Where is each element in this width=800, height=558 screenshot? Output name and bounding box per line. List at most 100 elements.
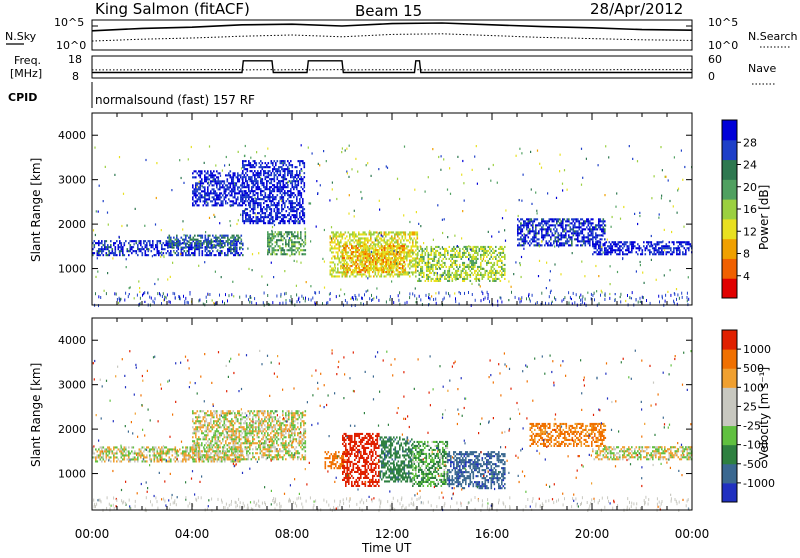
power-echo-cell	[265, 170, 267, 172]
power-echo-cell	[205, 250, 207, 252]
power-echo-cell	[348, 247, 350, 249]
power-echo-cell	[431, 280, 433, 282]
power-echo-cell	[519, 228, 521, 230]
power-echo-cell	[295, 206, 297, 208]
power-echo-cell	[384, 275, 386, 277]
power-echo-cell	[652, 253, 654, 255]
power-echo-cell	[437, 262, 439, 264]
power-echo-cell	[452, 278, 454, 280]
power-echo-cell	[289, 200, 291, 202]
power-echo-cell	[553, 220, 555, 222]
power-echo-cell	[409, 253, 411, 255]
power-echo-cell	[411, 251, 413, 253]
power-echo-cell	[230, 194, 232, 196]
power-echo-cell	[628, 245, 630, 247]
power-ground-scatter	[345, 299, 346, 302]
power-echo-cell	[468, 266, 470, 268]
power-echo-cell	[476, 252, 478, 254]
power-echo-cell	[216, 182, 218, 184]
power-echo-speck	[292, 176, 293, 178]
power-echo-cell	[426, 270, 428, 272]
power-echo-cell	[293, 241, 295, 243]
power-echo-cell	[398, 271, 400, 273]
power-echo-cell	[227, 237, 229, 239]
power-ground-scatter	[420, 298, 421, 301]
power-echo-cell	[467, 272, 469, 274]
power-echo-cell	[537, 242, 539, 244]
power-echo-cell	[196, 239, 198, 241]
power-echo-cell	[616, 243, 618, 245]
power-echo-cell	[597, 224, 599, 226]
power-echo-cell	[411, 245, 413, 247]
power-echo-cell	[260, 204, 262, 206]
power-echo-cell	[231, 188, 233, 190]
power-echo-cell	[558, 240, 560, 242]
power-echo-speck	[504, 229, 505, 231]
power-echo-cell	[293, 243, 295, 245]
power-echo-cell	[654, 253, 656, 255]
power-echo-cell	[483, 246, 485, 248]
power-echo-cell	[107, 244, 109, 246]
power-echo-cell	[280, 190, 282, 192]
power-echo-speck	[301, 144, 302, 146]
power-ground-scatter	[369, 297, 370, 300]
power-echo-cell	[408, 239, 410, 241]
power-echo-cell	[577, 218, 579, 220]
power-echo-speck	[103, 200, 104, 202]
power-echo-cell	[262, 180, 264, 182]
power-echo-cell	[390, 261, 392, 263]
power-ground-scatter	[677, 293, 678, 296]
power-echo-cell	[218, 254, 220, 256]
power-echo-cell	[233, 244, 235, 246]
power-echo-cell	[408, 233, 410, 235]
power-echo-cell	[233, 180, 235, 182]
power-echo-cell	[294, 245, 296, 247]
power-echo-cell	[405, 271, 407, 273]
power-echo-cell	[428, 254, 430, 256]
power-echo-cell	[215, 202, 217, 204]
power-echo-cell	[170, 246, 172, 248]
power-ground-scatter	[185, 297, 186, 300]
power-echo-speck	[546, 287, 547, 289]
power-echo-speck	[323, 150, 324, 152]
power-ground-scatter	[198, 299, 199, 302]
power-echo-cell	[369, 273, 371, 275]
power-echo-cell	[600, 251, 602, 253]
power-echo-cell	[245, 200, 247, 202]
power-echo-cell	[281, 166, 283, 168]
power-echo-speck	[213, 244, 214, 246]
power-echo-cell	[537, 224, 539, 226]
power-echo-cell	[248, 176, 250, 178]
power-echo-cell	[657, 251, 659, 253]
power-echo-cell	[483, 248, 485, 250]
power-echo-cell	[375, 231, 377, 233]
power-echo-cell	[387, 273, 389, 275]
power-echo-cell	[234, 190, 236, 192]
power-echo-cell	[280, 174, 282, 176]
power-echo-cell	[260, 206, 262, 208]
power-echo-cell	[248, 184, 250, 186]
power-echo-cell	[190, 237, 192, 239]
power-echo-cell	[464, 280, 466, 282]
power-echo-cell	[220, 239, 222, 241]
power-echo-cell	[561, 244, 563, 246]
power-echo-cell	[355, 255, 357, 257]
power-echo-cell	[263, 186, 265, 188]
power-echo-cell	[283, 170, 285, 172]
power-echo-cell	[331, 275, 333, 277]
power-echo-speck	[324, 229, 325, 231]
power-echo-cell	[396, 273, 398, 275]
power-echo-cell	[272, 198, 274, 200]
power-echo-cell	[601, 228, 603, 230]
power-echo-cell	[350, 265, 352, 267]
power-ground-scatter	[327, 301, 328, 304]
power-echo-cell	[597, 241, 599, 243]
power-echo-cell	[118, 248, 120, 250]
power-echo-cell	[661, 245, 663, 247]
power-echo-cell	[260, 182, 262, 184]
power-echo-cell	[142, 254, 144, 256]
power-echo-cell	[526, 226, 528, 228]
power-echo-speck	[156, 197, 157, 199]
power-echo-cell	[197, 245, 199, 247]
power-echo-cell	[423, 272, 425, 274]
